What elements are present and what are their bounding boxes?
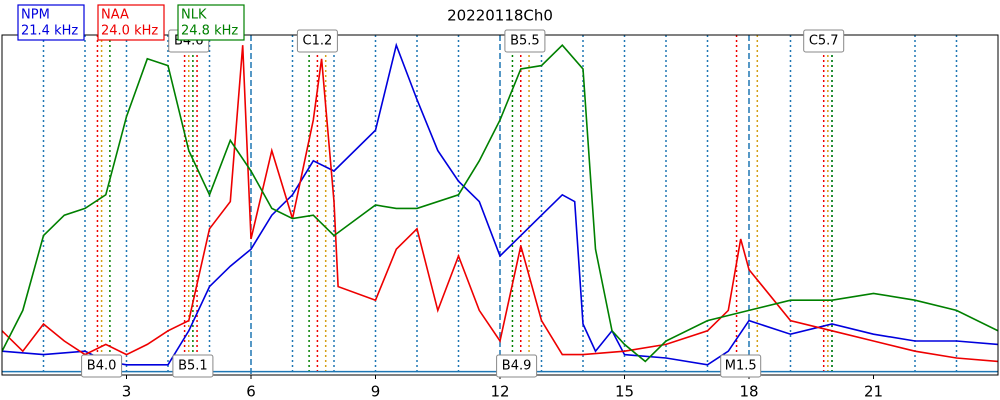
x-tick-label: 6	[246, 383, 256, 400]
annotation-label: C5.7	[809, 34, 839, 49]
x-tick-label: 3	[122, 383, 132, 400]
x-tick-label: 18	[739, 383, 758, 400]
legend-frequency: 24.8 kHz	[181, 24, 238, 39]
legend-name: NAA	[101, 8, 129, 23]
annotation-box	[296, 29, 338, 53]
legend-name: NLK	[181, 8, 207, 23]
series-line	[2, 45, 998, 363]
annotation-label: B4.9	[502, 359, 532, 374]
annotation-label: M1.5	[725, 359, 757, 374]
annotation-box	[720, 354, 762, 378]
series-line	[2, 44, 998, 363]
annotation-box	[504, 29, 546, 53]
annotation-box	[172, 354, 214, 378]
annotation-box	[496, 354, 538, 378]
legend-frequency: 21.4 kHz	[21, 24, 78, 39]
annotation-label: B5.1	[178, 359, 208, 374]
annotation-box	[803, 29, 845, 53]
legend-name: NPM	[21, 8, 50, 23]
x-tick-label: 15	[615, 383, 634, 400]
x-tick-label: 9	[371, 383, 381, 400]
annotation-label: C1.2	[303, 34, 333, 49]
legend-box	[177, 4, 245, 41]
legend-box	[17, 4, 85, 41]
legend-box	[97, 4, 165, 41]
legend-frequency: 24.0 kHz	[101, 24, 158, 39]
x-tick-label: 21	[864, 383, 883, 400]
annotation-label: B5.5	[510, 34, 540, 49]
chart-title: 20220118Ch0	[447, 7, 553, 25]
annotation-box	[81, 354, 123, 378]
x-tick-label: 12	[490, 383, 509, 400]
annotation-label: B4.0	[87, 359, 117, 374]
series-line	[2, 42, 998, 366]
plot	[2, 35, 998, 375]
